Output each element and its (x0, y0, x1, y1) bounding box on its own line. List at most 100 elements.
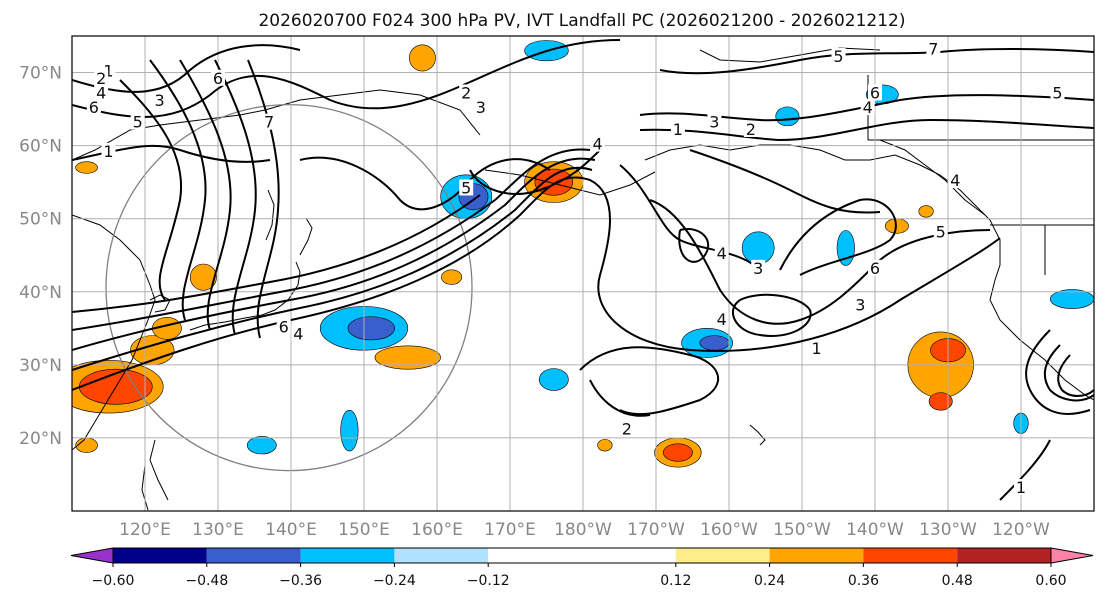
pv-contour-label: 4 (717, 244, 727, 263)
contour-label-background (94, 84, 109, 101)
pv-contour-label: 5 (936, 222, 946, 241)
colorbar-swatch (863, 548, 958, 563)
colorbar-swatch (957, 548, 1051, 563)
colorbar-tick-label: −0.60 (92, 573, 135, 589)
contour-label-background (211, 69, 225, 86)
positive-anomaly (663, 443, 693, 462)
pv-contour-label: 1 (1016, 478, 1026, 497)
latitude-label: 30°N (19, 356, 62, 376)
pv-contour-label: 6 (870, 83, 880, 102)
negative-anomaly (246, 436, 277, 455)
figure-title: 2026020700 F024 300 hPa PV, IVT Landfall… (258, 11, 905, 31)
pv-contour-label: 5 (461, 178, 471, 197)
positive-anomaly (918, 205, 934, 218)
pv-contour-label: 4 (293, 325, 303, 344)
contour-label-background (714, 245, 729, 262)
colorbar-tick-label: −0.12 (467, 573, 510, 589)
latitude-label: 40°N (19, 283, 62, 303)
contour-label-background (473, 99, 488, 116)
contour-label-background (130, 113, 145, 130)
longitude-label: 120°E (119, 520, 171, 540)
longitude-label: 130°W (919, 520, 977, 540)
contour-label-background (1050, 84, 1065, 101)
contour-label-background (459, 84, 474, 101)
contour-label-background (670, 121, 685, 137)
pv-contour-label: 4 (863, 98, 873, 117)
latitude-labels: 20°N 30°N 40°N 50°N 60°N 70°N (19, 64, 62, 449)
colorbar-tick-label: 0.36 (848, 573, 879, 589)
pv-contour-label: 2 (96, 69, 106, 88)
positive-anomaly (884, 218, 909, 234)
longitude-label: 160°E (411, 520, 463, 540)
positive-anomaly (75, 161, 98, 174)
contour-label-background (262, 113, 277, 130)
latitude-label: 20°N (19, 429, 62, 449)
latitude-label: 70°N (19, 64, 62, 84)
longitude-label: 120°W (992, 520, 1050, 540)
colorbar-swatch (394, 548, 489, 563)
negative-anomaly (347, 316, 395, 341)
colorbar-outline (112, 547, 1052, 564)
contour-label-background (152, 91, 167, 108)
positive-anomaly (189, 263, 217, 291)
pv-contour-label: 3 (753, 259, 763, 278)
colorbar-extend-high (1050, 547, 1094, 564)
colorbar-swatch (675, 548, 770, 563)
contour-label-background (743, 121, 758, 137)
pv-contour-label: 6 (89, 98, 99, 117)
positive-anomaly (408, 44, 436, 72)
contour-label-background (926, 40, 941, 57)
contour-label-background (590, 135, 605, 152)
contour-label-background (868, 84, 882, 101)
contour-label-background (751, 259, 766, 276)
contour-label-background (94, 69, 109, 86)
negative-anomaly (538, 368, 569, 391)
colorbar-tick-label: 0.60 (1035, 573, 1066, 589)
contour-label-background (868, 259, 882, 276)
contour-label-background (291, 325, 306, 342)
colorbar-tick-label: −0.24 (373, 573, 416, 589)
negative-anomaly (340, 409, 359, 452)
contour-label-background (948, 172, 963, 189)
positive-anomaly (441, 269, 463, 285)
colorbar-tick-label: −0.36 (279, 573, 322, 589)
pv-contour-label: 3 (855, 295, 865, 314)
colorbar-tick-label: 0.48 (942, 573, 973, 589)
longitude-label: 150°W (773, 520, 831, 540)
longitude-label: 140°W (846, 520, 904, 540)
colorbar-swatch (300, 548, 395, 563)
positive-anomaly (75, 437, 98, 453)
latitude-label: 50°N (19, 210, 62, 230)
negative-anomaly (699, 335, 730, 351)
contour-label-background (276, 318, 291, 335)
colorbar-swatch (206, 548, 301, 563)
colorbar-tick-label: 0.12 (660, 573, 691, 589)
contour-label-background (707, 113, 722, 130)
colorbar-swatch (769, 548, 864, 563)
contour-label-background (459, 179, 474, 196)
pv-contour-label: 1 (103, 62, 113, 81)
contour-label-background (933, 223, 948, 240)
pv-contour-label: 2 (746, 120, 756, 139)
contour-label-background (809, 340, 824, 357)
pv-contour-label: 6 (279, 317, 289, 336)
pv-contour-label: 5 (133, 113, 143, 132)
pv-contour-label: 6 (213, 69, 223, 88)
pv-contour-label: 7 (928, 40, 938, 59)
map-frame (71, 35, 1095, 512)
colorbar-tick-label: 0.24 (754, 573, 785, 589)
pv-contour-label: 2 (622, 420, 632, 439)
pv-contour-label: 1 (673, 120, 683, 139)
longitude-label: 140°E (265, 520, 317, 540)
pv-contour-label: 4 (717, 310, 727, 329)
pv-contours (72, 39, 1094, 501)
contour-label-background (86, 99, 101, 116)
positive-anomaly (597, 439, 613, 452)
longitude-label: 150°E (338, 520, 390, 540)
contour-label-background (619, 420, 634, 437)
longitude-label: 180°W (554, 520, 612, 540)
negative-anomaly (1049, 289, 1094, 309)
